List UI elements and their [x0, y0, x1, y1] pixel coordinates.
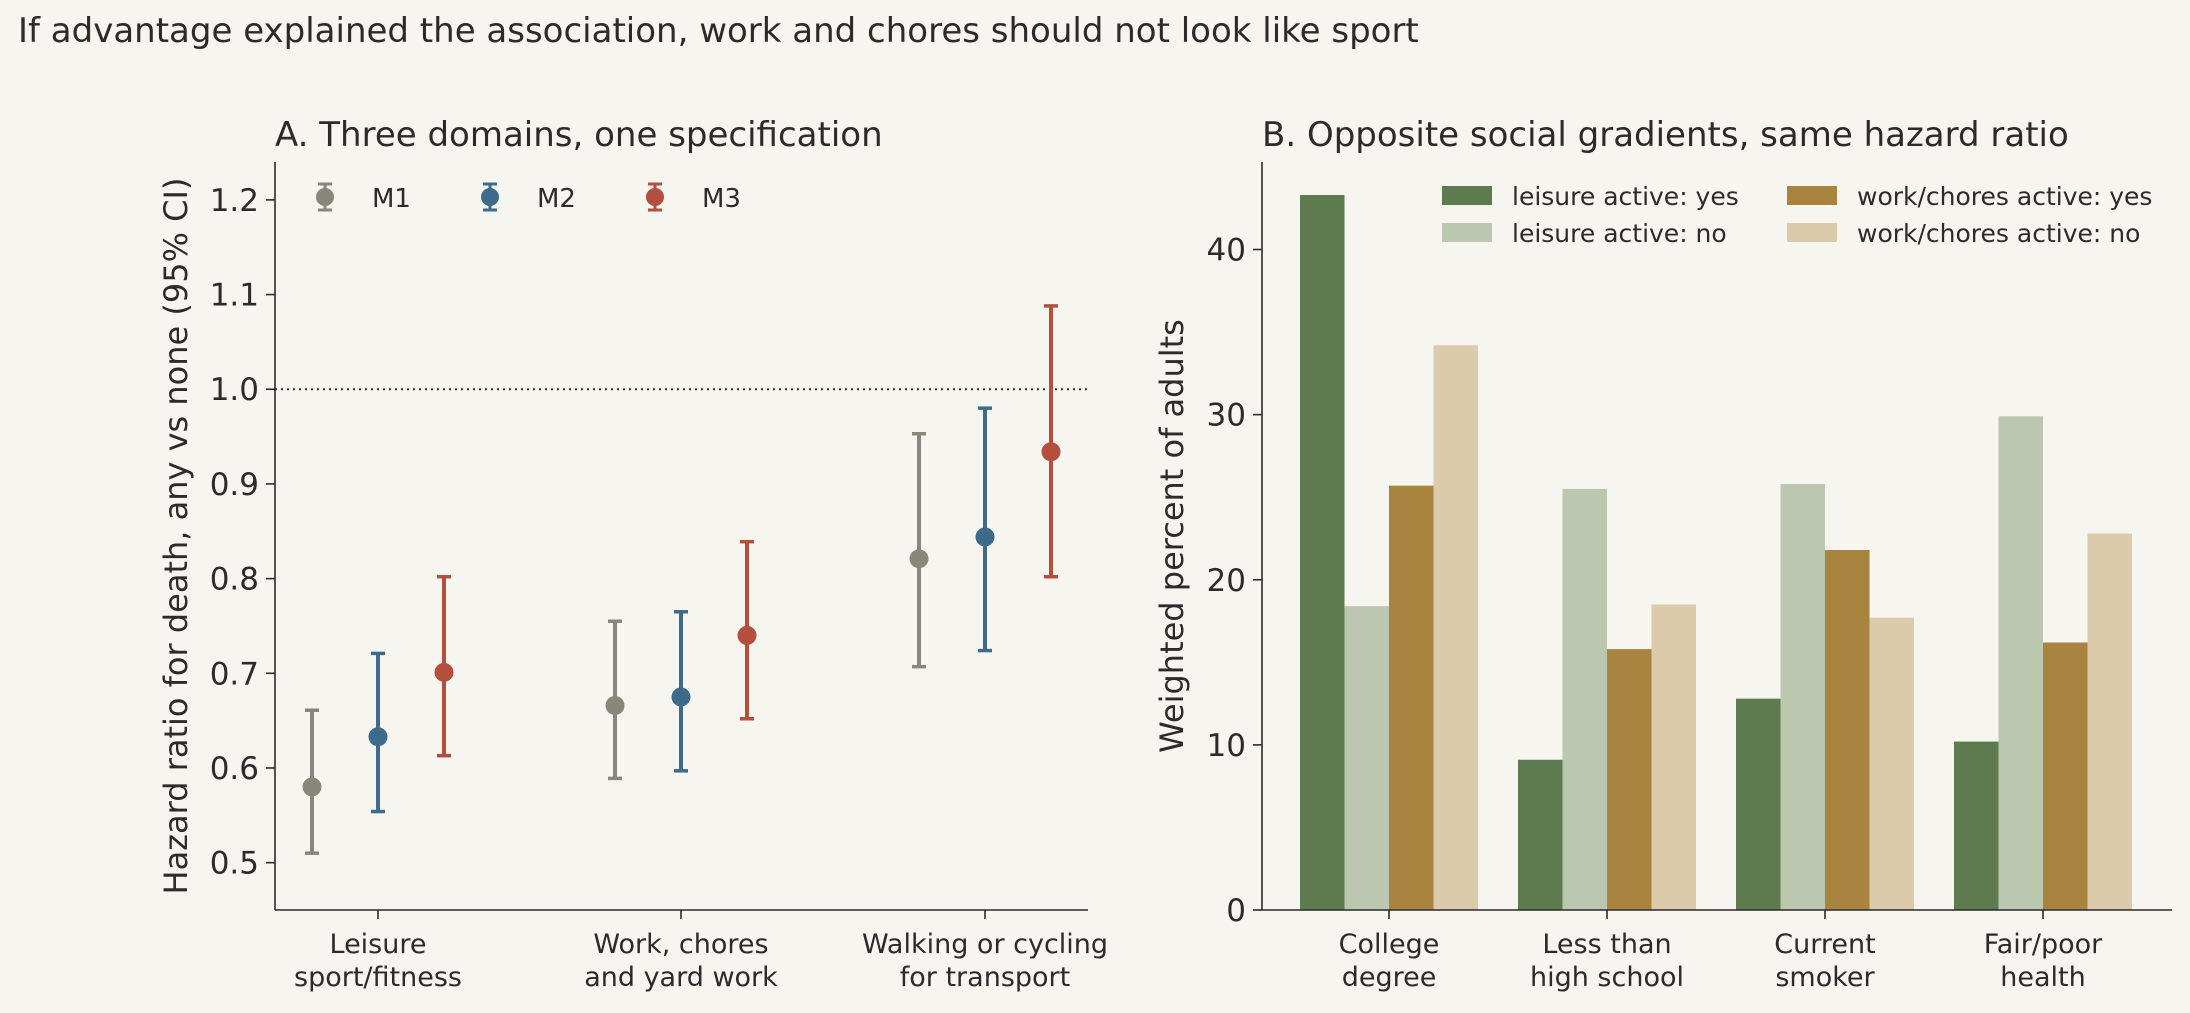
legend-marker-m2 — [481, 188, 499, 206]
legend-marker-m1 — [316, 188, 334, 206]
bar-leisure-active-no — [1344, 606, 1389, 910]
figure-title: If advantage explained the association, … — [18, 11, 1419, 51]
panel-a-y-tick-label: 0.9 — [210, 467, 259, 503]
bar-leisure-active-yes — [1300, 195, 1345, 910]
legend-label-m3: M3 — [702, 184, 741, 214]
bar-leisure-active-yes — [1954, 741, 1999, 910]
point-m2 — [975, 527, 995, 547]
bar-leisure-active-no — [1780, 483, 1825, 910]
point-m1 — [909, 549, 929, 569]
bar-work-chores-active-no — [1651, 604, 1696, 910]
panel-a-y-tick-label: 0.6 — [210, 751, 259, 787]
panel-a-x-tick-label: Work, chores — [593, 929, 768, 960]
panel-b-x-tick-label: health — [2000, 962, 2085, 993]
panel-b-y-tick-label: 20 — [1207, 563, 1246, 599]
panel-a-plot-area: 0.5 0.6 0.7 0.8 0.9 1.0 1.1 1.2 Hazard ratio for… — [157, 162, 1108, 993]
point-m2 — [671, 687, 691, 707]
panel-a-y-tick-label: 1.0 — [210, 372, 259, 408]
legend-label-m2: M2 — [537, 184, 576, 214]
point-m1 — [302, 777, 322, 797]
panel-b-y-tick-label: 0 — [1226, 893, 1246, 929]
panel-a-hazard-ratio-chart: A. Three domains, one specification 0.50… — [157, 115, 1108, 993]
legend-swatch-work-chores-active-yes — [1787, 186, 1837, 205]
legend-label-leisure-active-yes: leisure active: yes — [1512, 182, 1739, 211]
panel-a-x-tick-label: Leisure — [330, 929, 427, 960]
point-m3 — [737, 625, 757, 645]
panel-a-y-tick-label: 0.5 — [210, 846, 259, 882]
panel-a-title: A. Three domains, one specification — [275, 115, 883, 155]
panel-a-y-tick-label: 1.1 — [210, 278, 259, 314]
point-m1 — [605, 695, 625, 715]
point-m3 — [1041, 442, 1061, 462]
bar-leisure-active-yes — [1736, 698, 1781, 910]
bar-work-chores-active-yes — [1389, 485, 1434, 910]
legend-label-work-chores-active-no: work/chores active: no — [1857, 219, 2140, 248]
legend-swatch-leisure-active-no — [1442, 223, 1492, 242]
panel-b-social-gradient-chart: B. Opposite social gradients, same hazar… — [1153, 115, 2172, 993]
bar-work-chores-active-yes — [1825, 550, 1870, 910]
bar-work-chores-active-yes — [2043, 642, 2088, 910]
panel-a-y-axis-label: Hazard ratio for death, any vs none (95%… — [157, 178, 195, 895]
legend-label-work-chores-active-yes: work/chores active: yes — [1857, 182, 2152, 211]
panel-b-plot-area: 0 10 20 30 40 Weighted percent of adults Colle… — [1153, 162, 2172, 993]
panel-b-x-tick-label: smoker — [1775, 962, 1875, 993]
bar-work-chores-active-no — [2087, 533, 2132, 910]
panel-b-x-tick-label: high school — [1530, 962, 1684, 993]
panel-b-x-tick-label: Fair/poor — [1984, 929, 2103, 960]
panel-b-x-tick-label: Less than — [1542, 929, 1671, 960]
panel-b-y-tick-label: 10 — [1207, 728, 1246, 764]
panel-a-y-tick-label: 1.2 — [210, 183, 259, 219]
panel-a-y-tick-label: 0.7 — [210, 656, 259, 692]
point-m2 — [368, 727, 388, 747]
bar-work-chores-active-no — [1869, 617, 1914, 910]
legend-swatch-leisure-active-yes — [1442, 186, 1492, 205]
legend-label-leisure-active-no: leisure active: no — [1512, 219, 1727, 248]
bar-work-chores-active-no — [1433, 345, 1478, 910]
legend-marker-m3 — [646, 188, 664, 206]
panel-a-x-tick-label: and yard work — [584, 962, 778, 993]
panel-a-y-tick-label: 0.8 — [210, 562, 259, 598]
panel-b-x-tick-label: degree — [1342, 962, 1437, 993]
bar-leisure-active-no — [1562, 488, 1607, 910]
panel-b-y-tick-label: 30 — [1207, 398, 1246, 434]
panel-b-title: B. Opposite social gradients, same hazar… — [1262, 115, 2069, 155]
panel-a-x-tick-label: Walking or cycling — [862, 929, 1108, 960]
legend-label-m1: M1 — [372, 184, 411, 214]
bar-work-chores-active-yes — [1607, 649, 1652, 910]
bar-leisure-active-no — [1998, 416, 2043, 910]
point-m3 — [434, 662, 454, 682]
panel-b-y-tick-label: 40 — [1207, 233, 1246, 269]
panel-b-x-tick-label: College — [1339, 929, 1440, 960]
panel-b-y-axis-label: Weighted percent of adults — [1153, 319, 1191, 753]
panel-b-x-tick-label: Current — [1774, 929, 1875, 960]
legend-swatch-work-chores-active-no — [1787, 223, 1837, 242]
panel-a-x-tick-label: for transport — [900, 962, 1070, 993]
panel-a-x-tick-label: sport/fitness — [294, 962, 462, 993]
bar-leisure-active-yes — [1518, 759, 1563, 910]
